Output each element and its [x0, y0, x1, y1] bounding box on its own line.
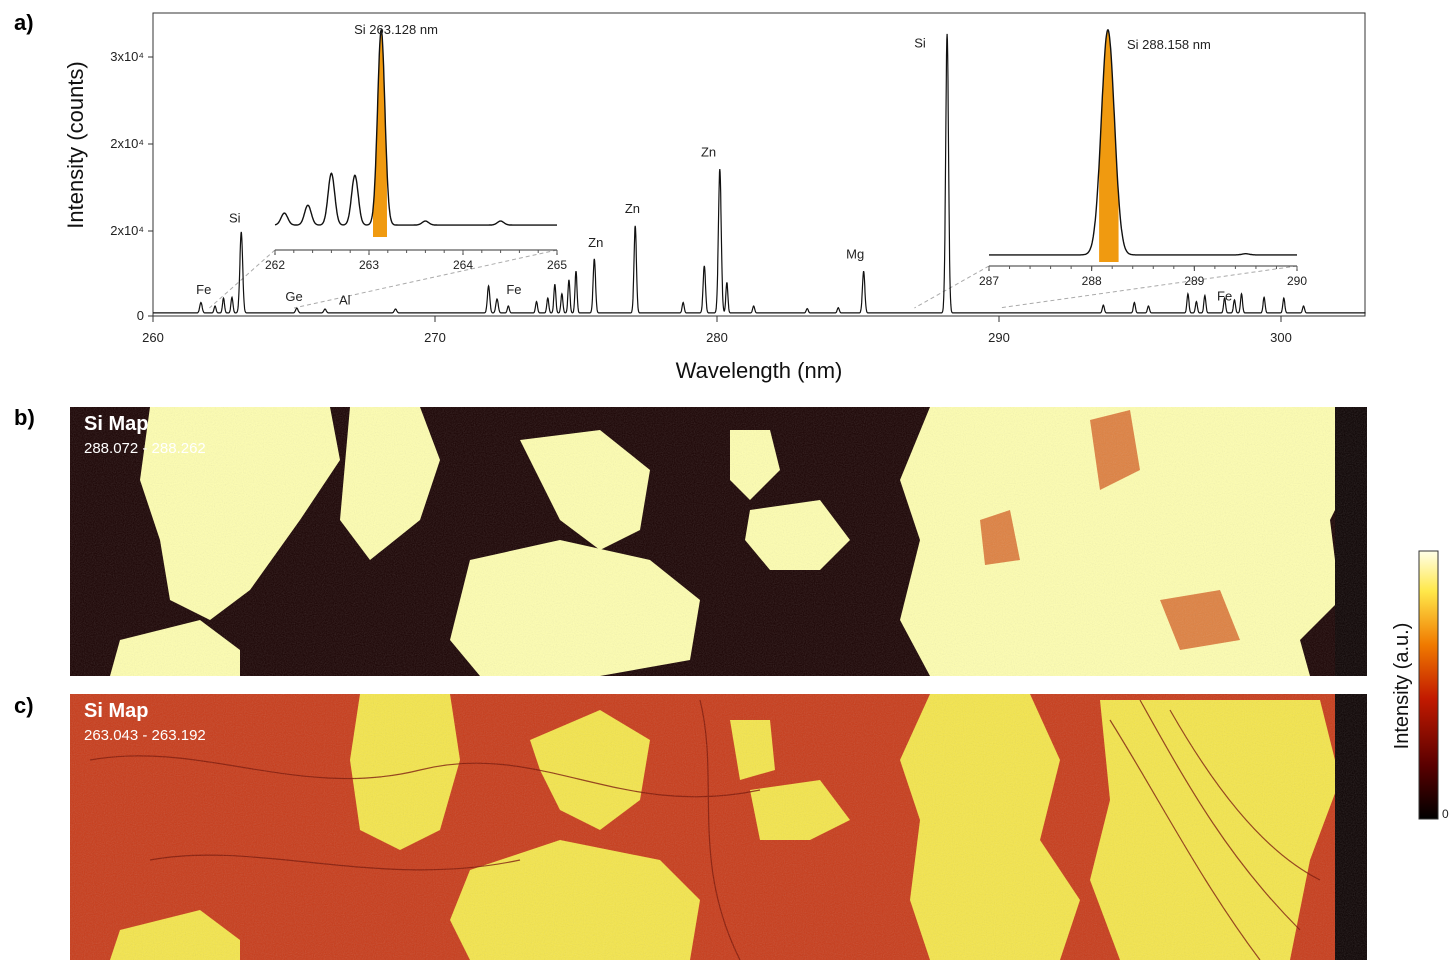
colorbar: Intensity (a.u.) 0 [1391, 550, 1449, 821]
inset-highlight-band [373, 30, 387, 237]
peak-label: Ge [285, 289, 302, 304]
inset-tick-label: 287 [979, 274, 999, 288]
panel-label-b: b) [14, 405, 35, 430]
inset-tick-label: 264 [453, 258, 473, 272]
x-axis-title: Wavelength (nm) [676, 358, 843, 383]
inset-tick-label: 289 [1184, 274, 1204, 288]
panel-label-a: a) [14, 10, 34, 35]
y-tick-label: 3x10⁴ [110, 49, 144, 64]
peak-label: Zn [701, 144, 716, 159]
inset-si263: 262 263 264 265 Si 263.128 nm [265, 22, 567, 272]
map-c-range: 263.043 - 263.192 [84, 727, 206, 744]
inset-guide-line [998, 265, 1298, 309]
peak-annotations: Fe Si Ge Al Fe Zn Zn Zn Mg Si Fe [196, 35, 1232, 307]
inset-tick-label: 265 [547, 258, 567, 272]
inset-guide-line [209, 249, 276, 309]
colorbar-title: Intensity (a.u.) [1391, 623, 1413, 750]
peak-label: Zn [588, 235, 603, 250]
inset-series-line [989, 29, 1297, 256]
peak-label: Si [914, 35, 926, 50]
inset-series-line [274, 27, 557, 226]
inset-title: Si 288.158 nm [1127, 37, 1211, 52]
map-c-title: Si Map [84, 700, 148, 722]
map-b-range: 288.072 - 288.262 [84, 440, 206, 457]
y-axis-title: Intensity (counts) [63, 61, 88, 229]
inset-tick-label: 263 [359, 258, 379, 272]
inset-highlight-band [1099, 29, 1119, 262]
insets: 262 263 264 265 Si 263.128 nm 287 288 289 290 Si … [265, 22, 1307, 288]
x-tick-label: 290 [988, 330, 1010, 345]
x-tick-label: 280 [706, 330, 728, 345]
colorbar-gradient [1418, 550, 1439, 820]
inset-title: Si 263.128 nm [354, 22, 438, 37]
spectrum-chart: 0 2x10⁴ 2x10⁴ 3x10⁴ 260 270 280 290 300 Fe Si Ge A… [63, 12, 1366, 383]
peak-label: Fe [196, 282, 211, 297]
peak-label: Zn [625, 201, 640, 216]
inset-tick-label: 288 [1082, 274, 1102, 288]
inset-guide-lines [209, 249, 1298, 309]
plot-frame [152, 12, 1366, 317]
inset-tick-label: 290 [1287, 274, 1307, 288]
si-map-c: Si Map 263.043 - 263.192 [70, 694, 1367, 960]
x-tick-label: 260 [142, 330, 164, 345]
x-tick-label: 300 [1270, 330, 1292, 345]
peak-label: Al [339, 293, 351, 308]
colorbar-min-label: 0 [1442, 807, 1449, 821]
peak-label: Si [229, 211, 241, 226]
x-axis: 260 270 280 290 300 [142, 316, 1292, 345]
si-map-b: Si Map 288.072 - 288.262 [70, 407, 1367, 676]
y-axis: 0 2x10⁴ 2x10⁴ 3x10⁴ [110, 49, 153, 323]
inset-guide-line [914, 265, 990, 309]
spectrum-series-line [153, 33, 1366, 314]
x-tick-label: 270 [424, 330, 446, 345]
y-tick-label: 2x10⁴ [110, 223, 144, 238]
peak-label: Mg [846, 246, 864, 261]
inset-tick-label: 262 [265, 258, 285, 272]
map-b-title: Si Map [84, 413, 148, 435]
peak-label: Fe [1217, 288, 1232, 303]
inset-guide-line [293, 249, 558, 309]
inset-si288: 287 288 289 290 Si 288.158 nm [979, 29, 1307, 288]
peak-label: Fe [506, 282, 521, 297]
y-tick-label: 2x10⁴ [110, 136, 144, 151]
y-tick-label: 0 [137, 308, 144, 323]
panel-label-c: c) [14, 693, 34, 718]
